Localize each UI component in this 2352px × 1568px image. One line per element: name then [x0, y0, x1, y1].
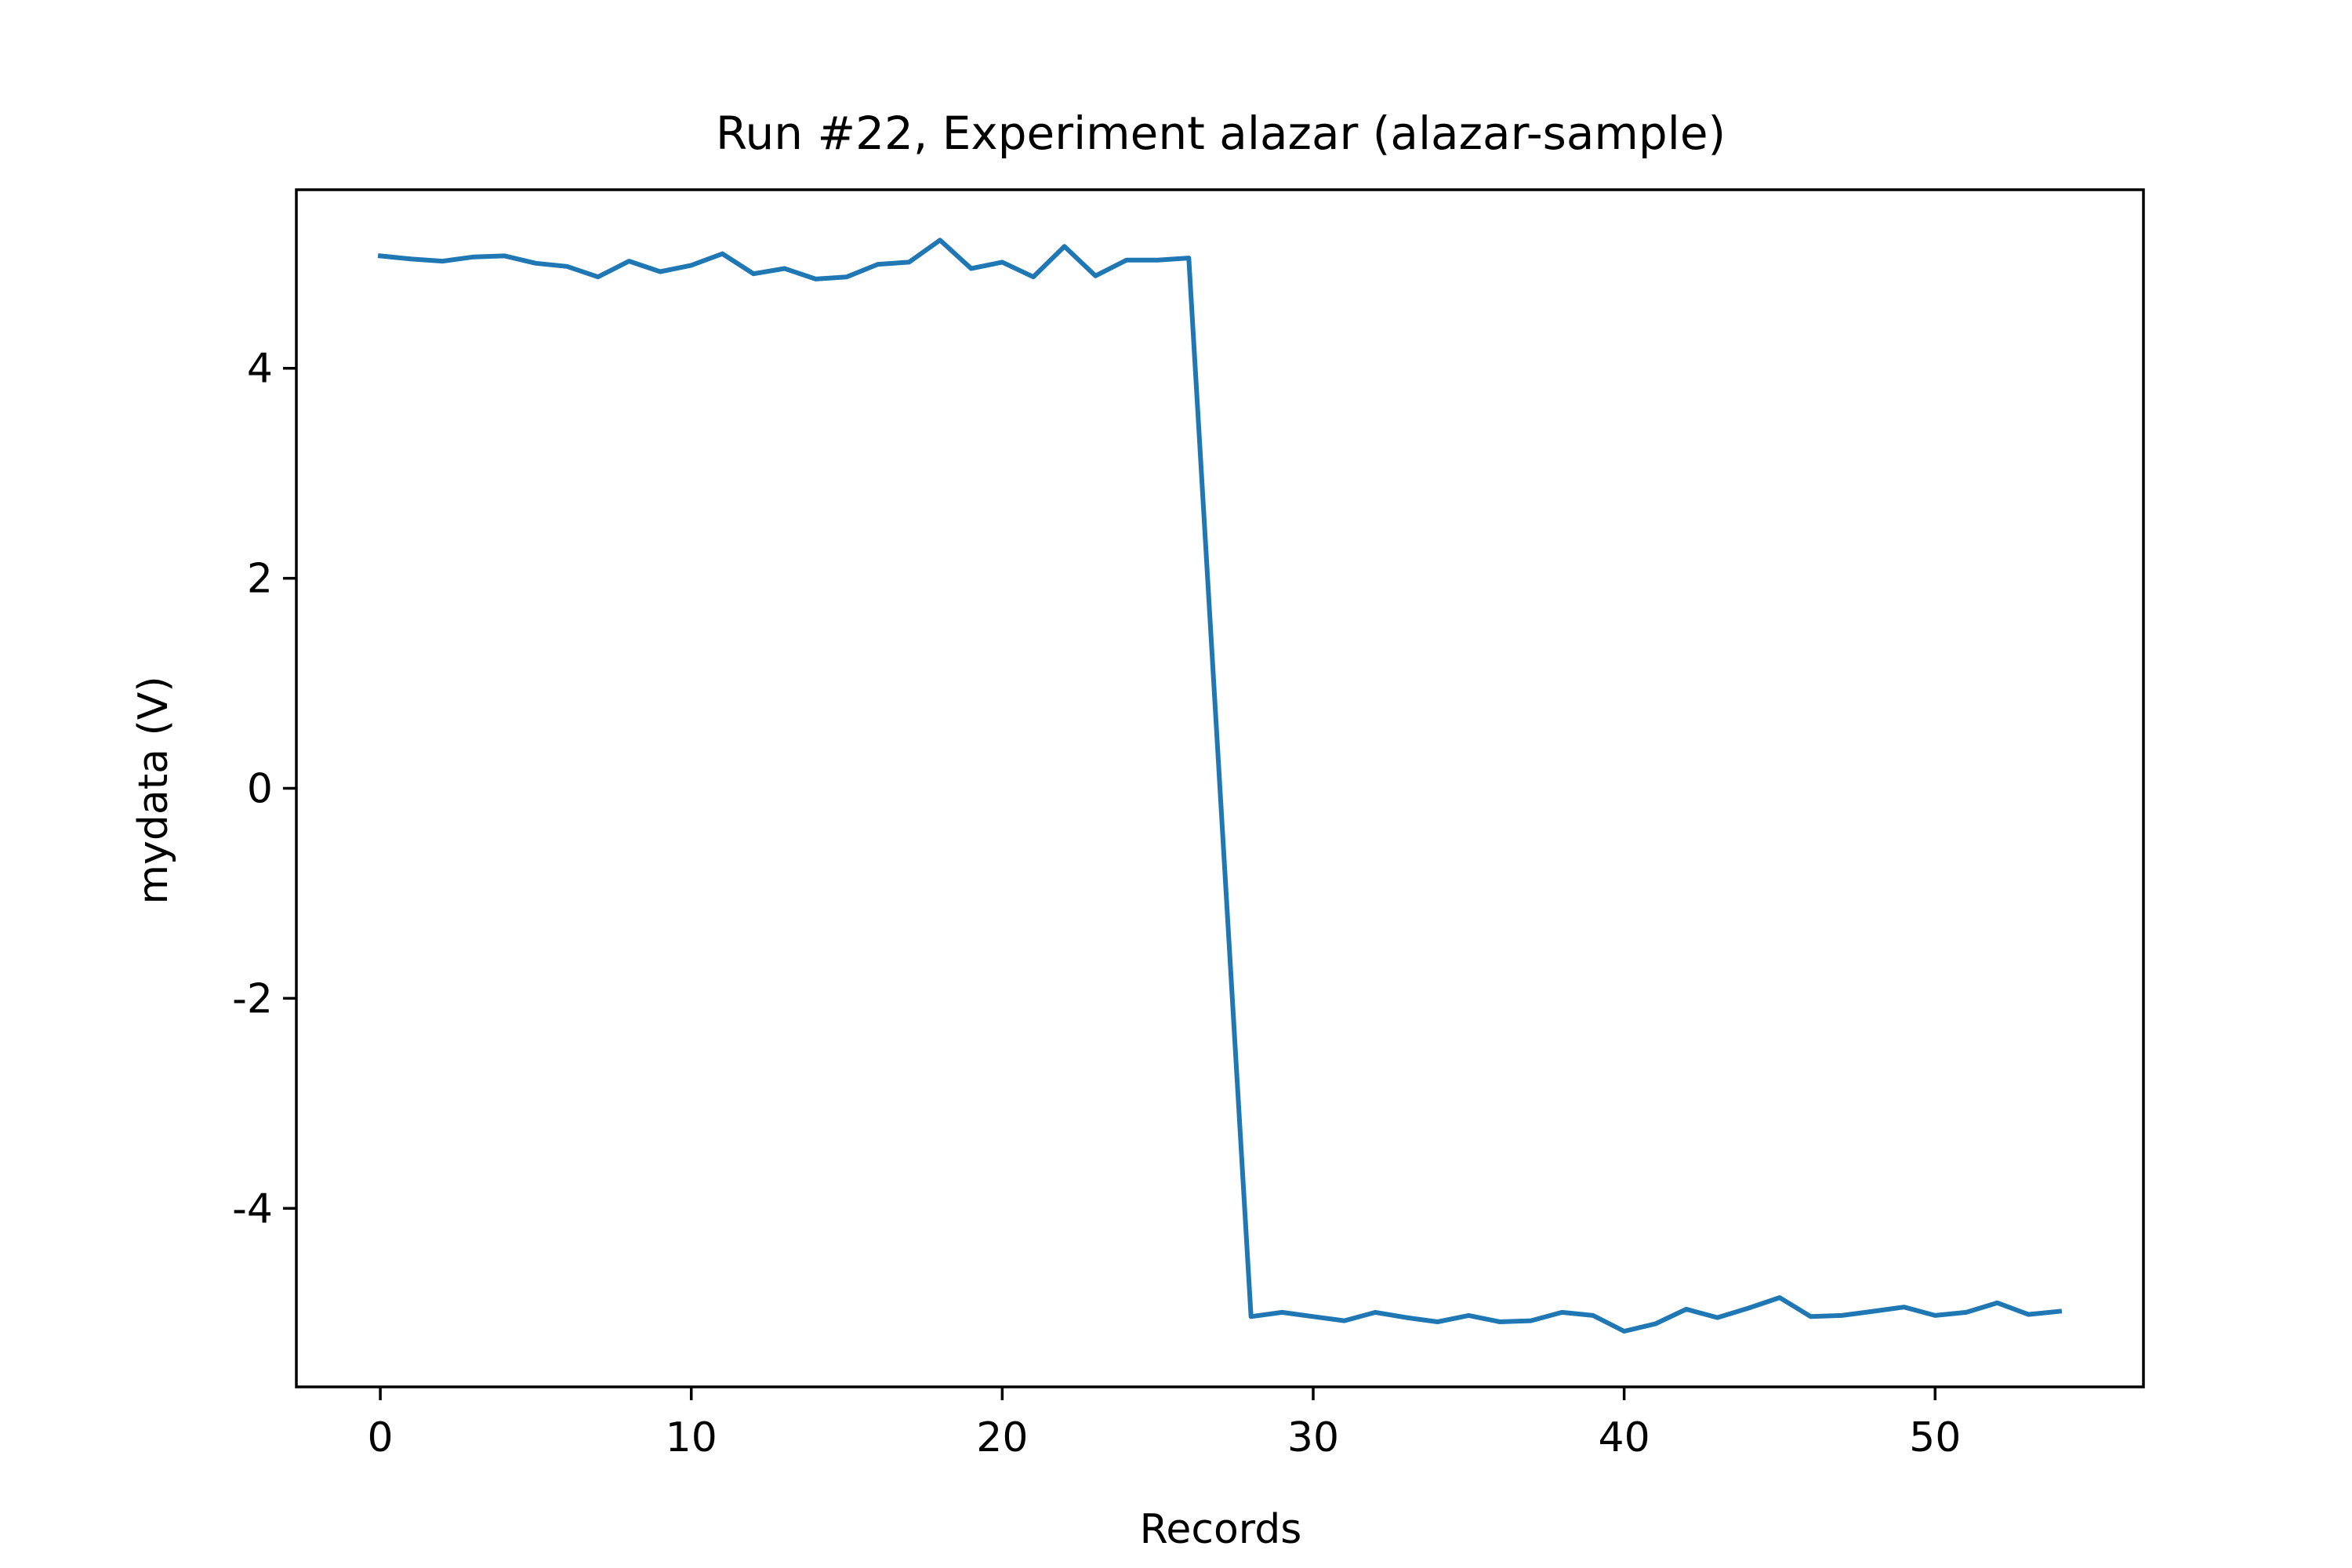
x-tick-label: 50	[1909, 1414, 1961, 1461]
y-tick-label: 4	[247, 346, 273, 393]
x-tick-label: 30	[1287, 1414, 1339, 1461]
x-axis-ticks: 0 10 20 30 40 50	[368, 1387, 1961, 1461]
x-tick-label: 10	[666, 1414, 717, 1461]
chart-title: Run #22, Experiment alazar (alazar-sampl…	[716, 107, 1726, 160]
y-tick-label: -4	[232, 1185, 273, 1232]
y-tick-label: 2	[247, 556, 273, 603]
x-axis-label: Records	[1140, 1506, 1302, 1553]
y-axis-ticks: -4 -2 0 2 4	[232, 346, 296, 1232]
plot-area-frame	[295, 188, 2145, 1388]
x-tick-label: 0	[368, 1414, 394, 1461]
series-line	[377, 238, 2063, 1334]
y-tick-label: 0	[247, 766, 273, 813]
x-tick-label: 20	[976, 1414, 1028, 1461]
y-tick-label: -2	[232, 975, 273, 1022]
y-axis-label: mydata (V)	[130, 676, 177, 904]
x-tick-label: 40	[1599, 1414, 1650, 1461]
